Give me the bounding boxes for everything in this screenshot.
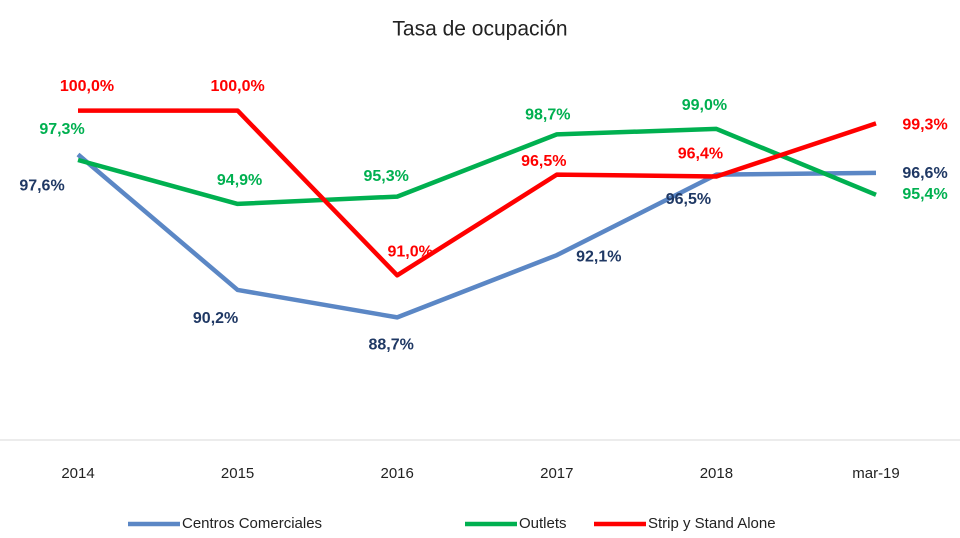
data-label: 90,2% <box>193 310 238 327</box>
series-line <box>76 152 877 320</box>
legend-label: Outlets <box>519 515 567 532</box>
x-tick-label: 2017 <box>540 465 573 482</box>
chart-title: Tasa de ocupación <box>392 18 567 41</box>
data-label: 95,3% <box>364 168 409 185</box>
data-label: 96,4% <box>678 146 723 163</box>
data-label: 91,0% <box>388 244 433 261</box>
data-label: 95,4% <box>902 186 947 203</box>
x-tick-label: 2015 <box>221 465 254 482</box>
legend-label: Strip y Stand Alone <box>648 515 776 532</box>
data-label: 100,0% <box>60 78 114 95</box>
data-label: 92,1% <box>576 248 621 265</box>
series-line <box>77 126 877 207</box>
data-label: 97,6% <box>19 178 64 195</box>
data-label: 96,6% <box>902 165 947 182</box>
legend-label: Centros Comerciales <box>182 515 322 532</box>
data-label: 96,5% <box>521 153 566 170</box>
data-label: 99,3% <box>902 117 947 134</box>
data-label: 100,0% <box>210 78 264 95</box>
x-tick-label: 2016 <box>381 465 414 482</box>
x-tick-label: 2014 <box>61 465 94 482</box>
series-line <box>78 108 877 278</box>
data-label: 94,9% <box>217 172 262 189</box>
x-tick-label: 2018 <box>700 465 733 482</box>
x-tick-label: mar-19 <box>852 465 900 482</box>
data-label: 88,7% <box>369 337 414 354</box>
data-label: 96,5% <box>666 191 711 208</box>
data-label: 98,7% <box>525 107 570 124</box>
data-label: 97,3% <box>39 121 84 138</box>
data-label: 99,0% <box>682 97 727 114</box>
